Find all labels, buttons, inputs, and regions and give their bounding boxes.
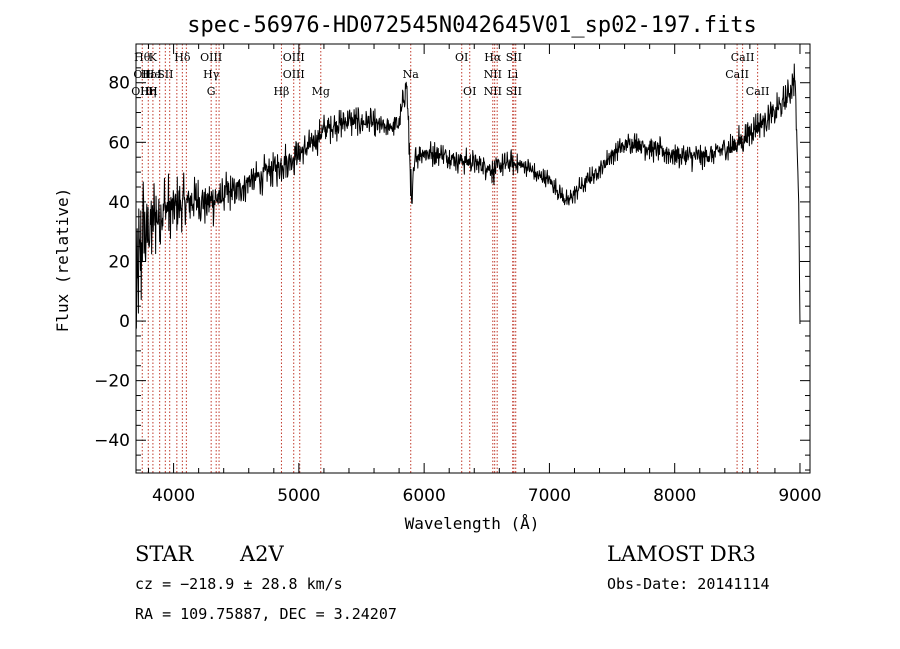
redshift-velocity: cz = −218.9 ± 28.8 km/s [135, 575, 343, 593]
spectral-line-label: SII [157, 68, 173, 81]
x-axis-label: Wavelength (Å) [405, 514, 540, 533]
spectral-line-label: OIII [283, 68, 305, 81]
spectral-line-label: CaII [725, 68, 749, 81]
y-tick-label: 40 [108, 193, 130, 213]
y-tick-label: 20 [108, 252, 130, 272]
y-tick-label: 0 [119, 312, 130, 332]
spectral-line-label: OIII [283, 51, 305, 64]
chart-title: spec-56976-HD072545N042645V01_sp02-197.f… [187, 13, 757, 38]
spectral-line-label: Na [403, 68, 420, 81]
spectral-line-label: OIII [200, 51, 222, 64]
ticks: 4000 5000 6000 7000 8000 9000 −40 −20 0 20 40 60 80 [94, 44, 822, 506]
spectral-line-label: Hβ [273, 85, 289, 98]
x-tick-label: 4000 [152, 486, 195, 506]
spectral-line-label: NII [484, 68, 502, 81]
x-tick-label: 8000 [653, 486, 696, 506]
survey-name: LAMOST DR3 [607, 542, 756, 566]
spectral-line-markers [141, 44, 759, 473]
spectral-line-label: Li [507, 68, 518, 81]
y-tick-label: 80 [108, 74, 130, 94]
spectrum-series [135, 63, 801, 329]
spectral-line-label: CaII [746, 85, 770, 98]
spectral-line-label: Hθ [134, 51, 151, 64]
spectral-line-label: G [207, 85, 216, 98]
axes [135, 43, 811, 474]
plot-frame [135, 43, 811, 474]
spectral-line-label: H [148, 85, 158, 98]
object-class: STAR [135, 542, 194, 566]
spectral-line-label: K [149, 51, 158, 64]
y-tick-label: −20 [94, 372, 130, 392]
x-tick-label: 6000 [403, 486, 446, 506]
coordinates: RA = 109.75887, DEC = 3.24207 [135, 605, 397, 623]
spectral-line-label: NII [484, 85, 502, 98]
observation-date: Obs-Date: 20141114 [607, 575, 770, 593]
object-subclass: A2V [239, 542, 285, 566]
spectral-line-label: OI [463, 85, 476, 98]
spectral-line-label: Hγ [203, 68, 220, 81]
spectral-line-label: Mg [312, 85, 330, 98]
spectral-line-label: Hη [140, 85, 156, 98]
y-tick-label: 60 [108, 133, 130, 153]
spectral-line-label: Hδ [174, 51, 191, 64]
spectral-line-label: I [157, 68, 161, 81]
spectral-line-label: SII [506, 51, 522, 64]
spectral-line-label: OII [133, 68, 151, 81]
spectral-line-label: Hα [484, 51, 502, 64]
x-tick-label: 7000 [528, 486, 571, 506]
y-axis-label: Flux (relative) [53, 188, 72, 333]
spectral-line-label: OI [455, 51, 468, 64]
spectral-line-label: He [145, 68, 161, 81]
spectral-line-label: Hε [141, 68, 157, 81]
spectral-line-label: CaII [731, 51, 755, 64]
x-tick-label: 9000 [778, 486, 821, 506]
x-tick-label: 5000 [277, 486, 320, 506]
spectral-line-label: SII [506, 85, 522, 98]
spectral-line-label: OIII [131, 85, 153, 98]
y-tick-label: −40 [94, 431, 130, 451]
spectrum-line [135, 63, 801, 329]
